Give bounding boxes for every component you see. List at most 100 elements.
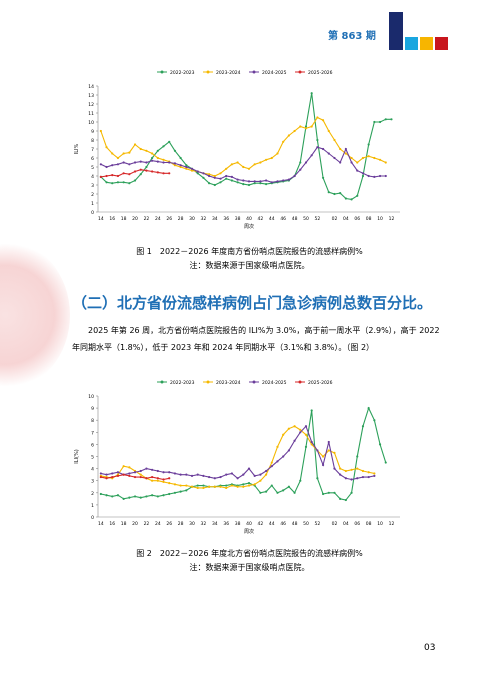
point — [196, 473, 199, 476]
deco — [435, 37, 448, 50]
legend-marker — [206, 70, 210, 74]
point — [99, 492, 102, 496]
point — [327, 449, 330, 452]
point — [151, 159, 154, 162]
point — [116, 181, 120, 184]
point — [208, 173, 211, 176]
point — [344, 469, 347, 473]
x-tick-label: 10 — [377, 216, 383, 222]
legend-marker — [160, 380, 164, 384]
point — [128, 173, 131, 176]
point — [190, 167, 194, 170]
point — [373, 419, 376, 422]
point — [185, 167, 188, 170]
point — [151, 494, 154, 497]
point — [282, 140, 285, 143]
point — [282, 433, 285, 436]
point — [310, 125, 313, 128]
point — [276, 460, 279, 463]
point — [287, 449, 290, 452]
point — [213, 176, 216, 179]
point — [259, 491, 262, 494]
point — [185, 473, 188, 476]
point — [133, 495, 137, 498]
x-tick-label: 26 — [166, 216, 172, 222]
point — [111, 164, 114, 167]
legend-marker — [206, 380, 210, 384]
point — [213, 174, 216, 178]
point — [316, 146, 319, 149]
point — [219, 475, 222, 479]
point — [173, 164, 177, 167]
point — [185, 484, 188, 487]
point — [327, 491, 330, 494]
point — [151, 170, 154, 173]
point — [361, 172, 365, 175]
point — [242, 483, 245, 486]
point — [293, 174, 296, 178]
x-tick-label: 36 — [223, 521, 229, 527]
point — [299, 431, 302, 434]
point — [236, 181, 239, 184]
point — [162, 172, 165, 175]
x-tick-label: 44 — [269, 521, 275, 527]
y-tick-label: 0 — [91, 210, 94, 216]
deco — [389, 12, 403, 50]
point — [242, 485, 245, 488]
point — [264, 183, 268, 186]
point — [339, 473, 342, 476]
point — [230, 175, 234, 178]
point — [310, 440, 313, 444]
deco — [405, 37, 418, 50]
point — [378, 158, 382, 161]
point — [242, 473, 245, 476]
y-tick-label: 9 — [91, 129, 94, 135]
point — [139, 147, 142, 151]
point — [185, 165, 188, 169]
point — [316, 477, 319, 480]
point — [356, 169, 359, 172]
caption: 图 2 2022－2026 年度北方省份哨点医院报告的流感样病例% — [136, 549, 363, 558]
series-line — [100, 146, 386, 183]
point — [327, 191, 330, 194]
point — [276, 491, 279, 494]
point — [151, 152, 154, 155]
x-tick-label: 52 — [315, 216, 321, 222]
point — [151, 156, 154, 160]
point — [333, 192, 336, 196]
point — [316, 116, 319, 119]
point — [99, 472, 102, 475]
legend-label: 2025-2026 — [308, 380, 333, 386]
point — [259, 479, 262, 482]
series-line — [100, 93, 392, 200]
point — [361, 425, 365, 428]
point — [168, 140, 171, 143]
point — [384, 161, 387, 164]
point — [373, 472, 376, 475]
point — [111, 475, 114, 479]
point — [145, 165, 148, 169]
point — [202, 484, 205, 487]
point — [236, 485, 239, 488]
point — [247, 467, 251, 470]
point — [378, 174, 382, 178]
point — [225, 167, 228, 170]
point — [247, 183, 251, 187]
point — [105, 473, 108, 476]
x-tick-label: 02 — [332, 521, 338, 527]
note: 注：数据来源于国家级哨点医院。 — [189, 563, 310, 572]
point — [196, 170, 199, 173]
deco — [420, 37, 433, 50]
point — [333, 491, 336, 494]
caption: 图 1 2022－2026 年度南方省份哨点医院报告的流感样病例% — [136, 247, 363, 256]
point — [344, 147, 347, 151]
point — [230, 179, 234, 182]
point — [333, 156, 336, 160]
point — [116, 494, 120, 497]
y-tick-label: 7 — [91, 430, 94, 436]
point — [225, 177, 228, 180]
point — [122, 473, 125, 476]
point — [139, 173, 142, 176]
point — [310, 443, 313, 446]
point — [304, 445, 308, 448]
